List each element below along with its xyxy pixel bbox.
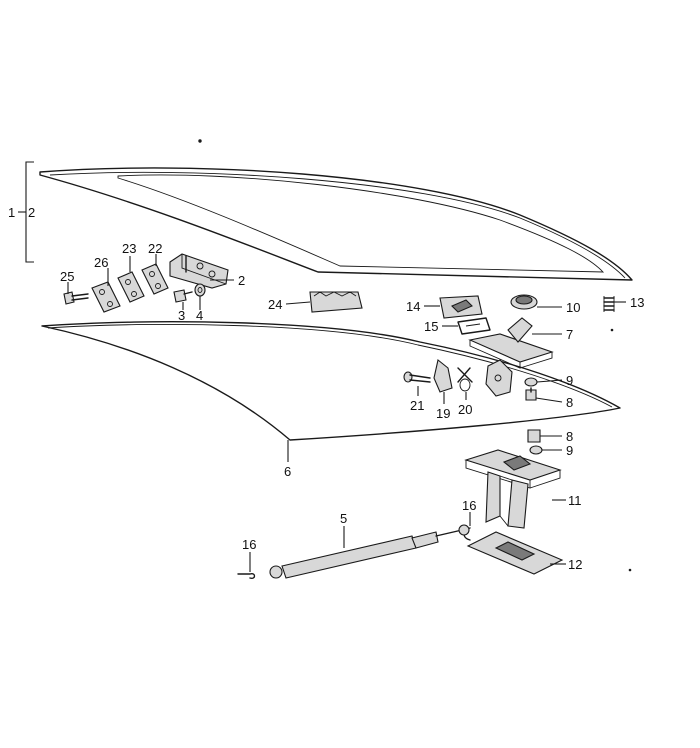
rear-window-glass bbox=[39, 167, 633, 281]
callout-21: 21 bbox=[410, 398, 424, 413]
callout-24: 24 bbox=[268, 297, 282, 312]
callout-19: 19 bbox=[436, 406, 450, 421]
callout-2: 2 bbox=[28, 205, 35, 220]
leader-lines bbox=[67, 254, 626, 572]
spring-13 bbox=[603, 296, 615, 312]
callout-labels: 1 2 2 26 23 22 25 3 4 24 14 15 10 13 7 9… bbox=[8, 205, 644, 572]
trim-24 bbox=[309, 291, 363, 313]
lid-frame bbox=[41, 321, 621, 441]
pin-21 bbox=[403, 371, 431, 383]
bolt-8a bbox=[525, 387, 537, 401]
callout-10: 10 bbox=[566, 300, 580, 315]
callout-1: 1 bbox=[8, 205, 15, 220]
callout-8-lower: 8 bbox=[566, 429, 573, 444]
catch-19 bbox=[433, 359, 453, 393]
callout-7: 7 bbox=[566, 327, 573, 342]
bolt-3 bbox=[173, 289, 193, 303]
washer-4 bbox=[194, 283, 206, 297]
gas-strut-5 bbox=[269, 524, 470, 579]
nut-9b bbox=[529, 445, 543, 455]
callout-25: 25 bbox=[60, 269, 74, 284]
bolt-8b bbox=[527, 429, 541, 443]
callout-26: 26 bbox=[94, 255, 108, 270]
callout-13: 13 bbox=[630, 295, 644, 310]
clip-16b bbox=[237, 572, 256, 580]
callout-5: 5 bbox=[340, 511, 347, 526]
callout-20: 20 bbox=[458, 402, 472, 417]
callout-14: 14 bbox=[406, 299, 420, 314]
bolt-25 bbox=[63, 291, 89, 305]
callout-23: 23 bbox=[122, 241, 136, 256]
plate-22 bbox=[141, 263, 169, 295]
plate-12 bbox=[466, 531, 564, 575]
bracket-1-2 bbox=[18, 161, 34, 263]
callout-3: 3 bbox=[178, 308, 185, 323]
grommet-10 bbox=[510, 294, 538, 310]
callout-15: 15 bbox=[424, 319, 438, 334]
specks bbox=[198, 139, 632, 572]
callout-22: 22 bbox=[148, 241, 162, 256]
hinge bbox=[169, 253, 229, 289]
callout-8-upper: 8 bbox=[566, 395, 573, 410]
gasket-15 bbox=[457, 317, 491, 335]
callout-12: 12 bbox=[568, 557, 582, 572]
callout-16-left: 16 bbox=[242, 537, 256, 552]
spring-20 bbox=[457, 367, 473, 392]
callout-4: 4 bbox=[196, 308, 203, 323]
callout-6: 6 bbox=[284, 464, 291, 479]
lock-7 bbox=[468, 317, 554, 397]
callout-11: 11 bbox=[568, 493, 582, 508]
nut-9a bbox=[524, 377, 538, 387]
part-14 bbox=[439, 295, 483, 319]
callout-2-hinge: 2 bbox=[238, 273, 245, 288]
striker-11 bbox=[464, 449, 562, 529]
callout-16-right: 16 bbox=[462, 498, 476, 513]
plate-26 bbox=[91, 281, 121, 313]
callout-9-upper: 9 bbox=[566, 373, 573, 388]
plate-23 bbox=[117, 271, 145, 303]
callout-9-lower: 9 bbox=[566, 443, 573, 458]
